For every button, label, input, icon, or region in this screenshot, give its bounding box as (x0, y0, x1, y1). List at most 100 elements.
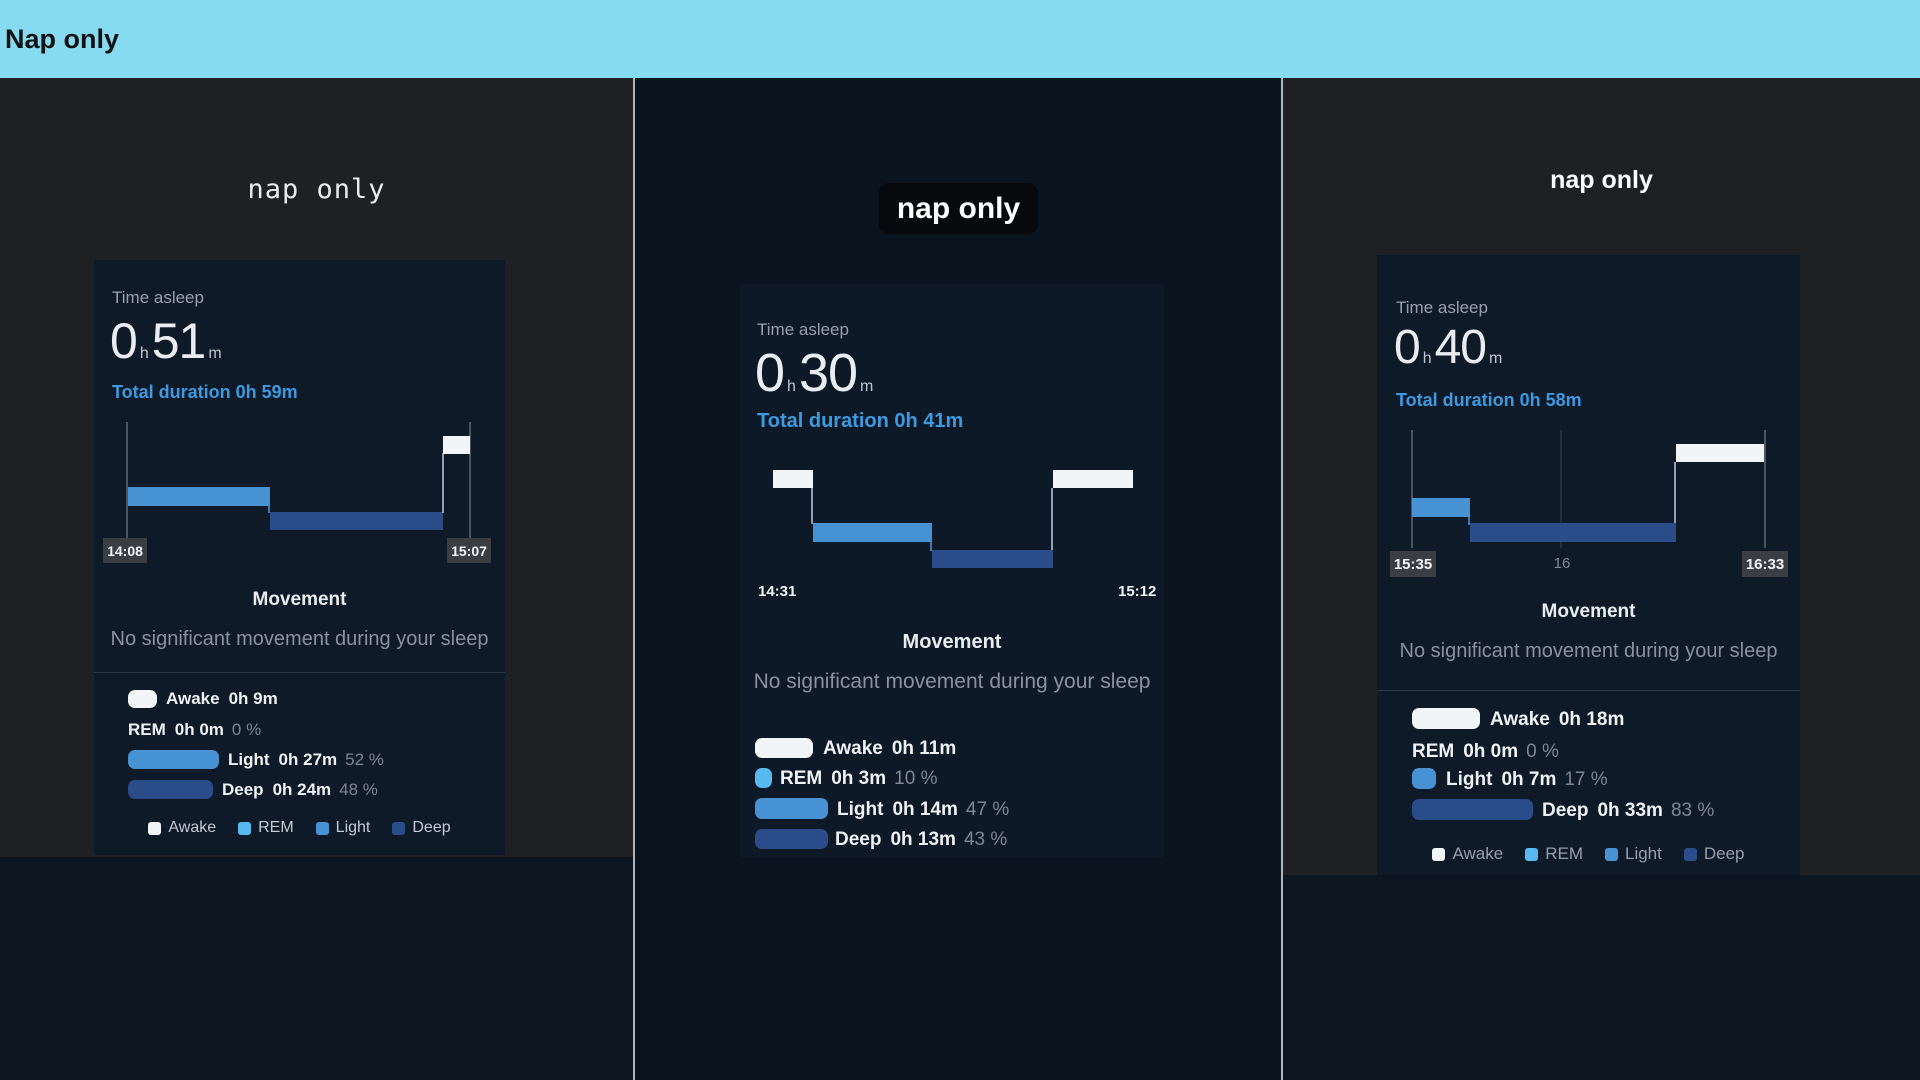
stage-swatch-deep (1412, 799, 1533, 820)
stage-duration: 0h 13m (890, 829, 956, 850)
stage-row-rem: REM 0h 0m 0 % (1412, 741, 1559, 762)
stage-percent: 83 % (1670, 800, 1715, 821)
legend-item-awake: Awake (148, 819, 216, 837)
hypnogram-connector (930, 541, 932, 551)
panel-right-title: nap only (1550, 166, 1653, 194)
movement-title-right: Movement (1541, 601, 1636, 622)
hypnogram-segment-deep (932, 550, 1053, 568)
legend-swatch-rem (238, 821, 252, 835)
axis-time-badge-start: 15:35 (1390, 551, 1436, 577)
stage-duration: 0h 18m (1558, 709, 1625, 730)
stage-row-rem: REM 0h 3m 10 % (780, 768, 938, 789)
stage-percent: 10 % (894, 768, 938, 789)
column-divider-left (633, 78, 635, 1080)
stage-row-deep: Deep 0h 33m 83 % (1542, 800, 1715, 821)
stage-duration: 0h 33m (1597, 800, 1663, 821)
total-duration-left: Total duration 0h 59m (112, 382, 298, 402)
stage-row-rem: REM 0h 0m 0 % (128, 720, 261, 739)
legend-label: Light (1624, 844, 1662, 863)
time-asleep-label-left: Time asleep (112, 288, 204, 307)
hours-unit: h (787, 378, 796, 395)
stage-row-deep: Deep 0h 13m 43 % (835, 829, 1007, 850)
minutes-unit: m (208, 345, 222, 362)
axis-time-label-end: 15:12 (1118, 583, 1157, 600)
stage-duration: 0h 0m (174, 720, 224, 739)
legend-label: REM (258, 819, 294, 836)
hypnogram-connector (442, 453, 444, 513)
legend-swatch-deep (1683, 847, 1697, 861)
stage-legend-right: Awake REM Light Deep (1377, 844, 1800, 864)
stage-label: Awake (166, 689, 220, 708)
hours-unit: h (139, 345, 149, 362)
hypnogram-gridline-start (1411, 430, 1413, 548)
hypnogram-segment-awake (1053, 470, 1133, 488)
hypnogram-segment-awake (443, 436, 470, 454)
axis-time-label-start: 14:31 (758, 583, 797, 600)
card-divider-right (1377, 690, 1800, 691)
column-divider-right (1281, 78, 1283, 1080)
stage-label: Deep (835, 829, 882, 850)
hypnogram-segment-deep (1470, 523, 1676, 542)
total-duration-center: Total duration 0h 41m (757, 410, 964, 432)
legend-label: Light (335, 819, 371, 836)
legend-swatch-awake (1432, 847, 1446, 861)
stage-label: Deep (222, 780, 264, 799)
legend-item-awake: Awake (1432, 844, 1503, 864)
hypnogram-connector (811, 488, 813, 524)
stage-row-awake: Awake 0h 11m (823, 738, 956, 759)
stage-duration: 0h 7m (1501, 769, 1557, 790)
stage-duration: 0h 3m (831, 768, 887, 789)
movement-title-left: Movement (252, 589, 347, 610)
movement-note-right: No significant movement during your slee… (1399, 640, 1778, 662)
axis-time-badge-start: 14:08 (103, 538, 147, 563)
sleep-card-right (1377, 255, 1800, 875)
stage-swatch-light (755, 798, 828, 819)
stage-label: Light (228, 750, 270, 769)
minutes-value: 30 (798, 343, 858, 403)
legend-item-rem: REM (1525, 844, 1583, 864)
legend-label: Deep (412, 819, 451, 836)
hours-value: 0 (110, 313, 138, 369)
page-title: Nap only (5, 23, 120, 54)
axis-time-badge-end: 16:33 (1742, 551, 1788, 577)
stage-label: Light (837, 799, 884, 820)
stage-row-light: Light 0h 7m 17 % (1446, 769, 1608, 790)
minutes-value: 51 (151, 313, 207, 369)
axis-time-label-mid: 16 (1553, 555, 1571, 572)
stage-label: Awake (823, 738, 883, 759)
hypnogram-gridline-start (126, 422, 128, 538)
stage-swatch-awake (1412, 708, 1480, 729)
sleep-card-center (740, 284, 1164, 858)
legend-item-light: Light (1604, 844, 1662, 864)
axis-time-badge-end: 15:07 (447, 538, 491, 563)
stage-percent: 17 % (1564, 769, 1608, 790)
stage-label: Awake (1490, 709, 1550, 730)
stage-duration: 0h 14m (892, 799, 958, 820)
hypnogram-segment-light (128, 487, 270, 506)
total-duration-right: Total duration 0h 58m (1396, 390, 1582, 410)
stage-swatch-awake (755, 738, 813, 758)
stage-swatch-awake (128, 690, 157, 708)
hypnogram-gridline-end (1764, 430, 1766, 548)
legend-swatch-rem (1525, 847, 1539, 861)
stage-label: Deep (1542, 800, 1589, 821)
hypnogram-segment-light (813, 523, 932, 542)
stage-duration: 0h 27m (278, 750, 338, 769)
stage-row-deep: Deep 0h 24m 48 % (222, 780, 378, 799)
hypnogram-segment-light (1412, 498, 1470, 517)
stage-percent: 52 % (345, 750, 384, 769)
stage-row-light: Light 0h 14m 47 % (837, 799, 1009, 820)
time-asleep-value-left: 0 h 51 m (110, 312, 225, 370)
stage-swatch-deep (128, 780, 213, 799)
header-bar: Nap only (0, 0, 1920, 78)
legend-swatch-light (315, 821, 329, 835)
movement-note-left: No significant movement during your slee… (110, 628, 489, 650)
minutes-unit: m (860, 378, 874, 395)
stage-percent: 0 % (1526, 741, 1559, 762)
stage-label: Light (1446, 769, 1493, 790)
stage-duration: 0h 0m (1463, 741, 1519, 762)
stage-label: REM (780, 768, 823, 789)
hours-unit: h (1422, 350, 1432, 367)
legend-item-deep: Deep (1683, 844, 1745, 864)
stage-label: REM (1412, 741, 1455, 762)
